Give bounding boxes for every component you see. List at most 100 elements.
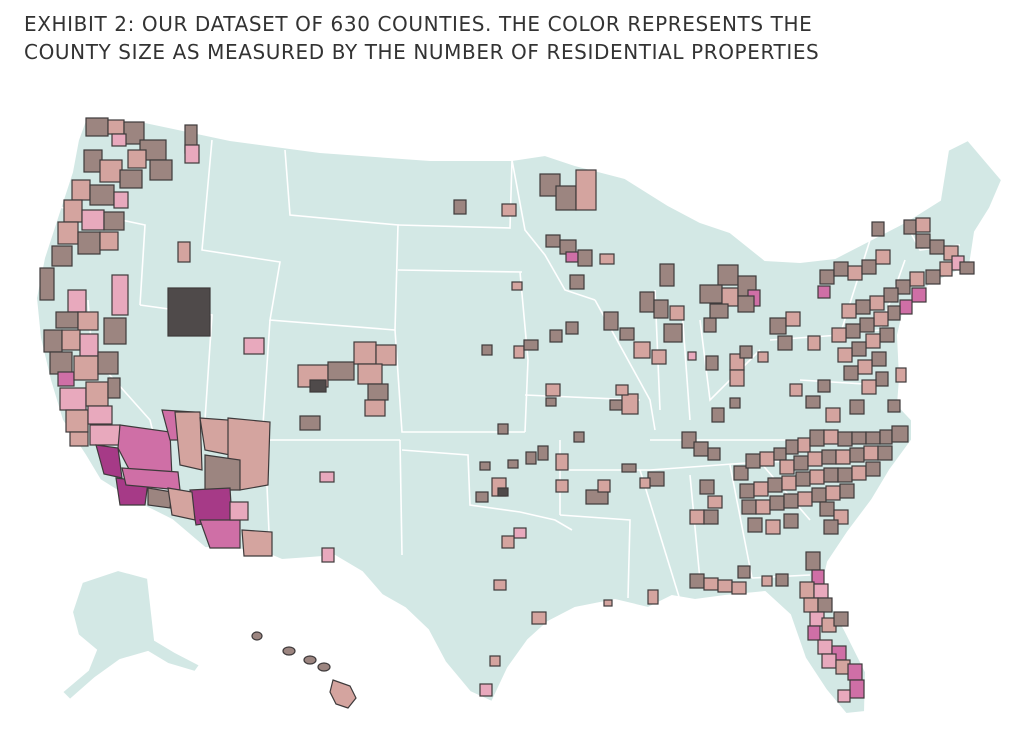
- county-shape: [705, 355, 719, 371]
- county-shape: [869, 295, 885, 311]
- county-shape: [651, 349, 667, 365]
- county-shape: [69, 431, 89, 447]
- county-shape: [229, 501, 249, 521]
- county-shape: [77, 311, 99, 331]
- county-shape: [809, 429, 825, 447]
- county-shape: [167, 487, 196, 521]
- county-shape: [855, 299, 871, 315]
- county-shape: [797, 491, 813, 507]
- county-shape: [375, 344, 397, 366]
- county-shape: [599, 253, 615, 265]
- county-shape: [319, 471, 335, 483]
- county-shape: [739, 483, 755, 499]
- county-shape: [745, 453, 761, 469]
- county-shape: [364, 399, 386, 417]
- county-shape: [847, 663, 863, 681]
- county-shape: [879, 327, 895, 343]
- county-shape: [839, 483, 855, 499]
- county-shape: [87, 405, 113, 425]
- county-shape: [77, 231, 101, 255]
- county-shape: [511, 281, 523, 291]
- county-shape: [833, 261, 849, 277]
- county-shape: [149, 159, 173, 181]
- county-shape: [709, 303, 729, 319]
- county-shape: [915, 233, 931, 249]
- county-shape: [737, 295, 755, 313]
- county-shape: [85, 381, 109, 407]
- county-shape: [817, 639, 833, 655]
- county-shape: [805, 395, 821, 409]
- county-shape: [789, 383, 803, 397]
- county-shape: [479, 461, 491, 471]
- county-shape: [821, 653, 837, 669]
- county-shape: [95, 444, 123, 479]
- county-shape: [773, 447, 787, 461]
- county-shape: [849, 679, 865, 699]
- county-shape: [73, 355, 99, 381]
- county-shape: [859, 317, 875, 333]
- county-shape: [669, 305, 685, 321]
- county-shape: [717, 579, 733, 593]
- county-shape: [939, 261, 953, 277]
- title-line-2: COUNTY SIZE AS MEASURED BY THE NUMBER OF…: [24, 40, 820, 64]
- county-shape: [453, 199, 467, 215]
- county-shape: [167, 287, 211, 337]
- county-shape: [475, 491, 489, 503]
- county-shape: [835, 449, 851, 465]
- county-shape: [107, 119, 125, 135]
- county-shape: [353, 341, 377, 365]
- county-shape: [663, 323, 683, 343]
- contiguous-us-landmass: [34, 116, 1004, 716]
- county-shape: [537, 445, 549, 461]
- county-shape: [849, 447, 865, 463]
- county-shape: [811, 487, 827, 503]
- county-shape: [817, 597, 833, 613]
- county-shape: [63, 199, 83, 223]
- county-shape: [843, 365, 859, 381]
- county-shape: [204, 454, 241, 491]
- county-shape: [609, 399, 623, 411]
- county-shape: [703, 577, 719, 591]
- county-shape: [909, 271, 925, 287]
- county-shape: [309, 379, 327, 393]
- hawaii-islands: [251, 631, 357, 709]
- county-shape: [357, 363, 383, 385]
- county-shape: [174, 411, 203, 471]
- county-shape: [817, 379, 831, 393]
- county-shape: [59, 387, 87, 411]
- county-shape: [89, 184, 115, 206]
- county-shape: [865, 461, 881, 477]
- county-shape: [573, 431, 585, 443]
- county-shape: [61, 329, 81, 351]
- county-shape: [703, 509, 719, 525]
- county-shape: [71, 179, 91, 201]
- county-shape: [327, 361, 355, 381]
- county-shape: [783, 513, 799, 529]
- county-shape: [845, 323, 861, 339]
- county-shape: [875, 249, 891, 265]
- county-shape: [113, 191, 129, 209]
- county-shape: [711, 407, 725, 423]
- county-shape: [761, 575, 773, 587]
- county-shape: [865, 333, 881, 349]
- county-shape: [799, 581, 815, 599]
- county-shape: [51, 245, 73, 267]
- county-shape: [825, 485, 841, 501]
- county-shape: [707, 495, 723, 509]
- county-shape: [199, 519, 241, 549]
- county-shape: [539, 173, 561, 197]
- county-shape: [731, 581, 747, 595]
- county-shape: [837, 347, 853, 363]
- county-shape: [817, 285, 831, 299]
- county-shape: [769, 495, 785, 511]
- county-shape: [821, 449, 837, 465]
- county-shape: [199, 417, 231, 456]
- county-shape: [525, 451, 537, 465]
- county-shape: [639, 291, 655, 313]
- county-shape: [899, 299, 913, 315]
- county-shape: [871, 351, 887, 367]
- county-shape: [55, 311, 79, 329]
- county-shape: [689, 573, 705, 589]
- county-shape: [545, 383, 561, 397]
- county-shape: [653, 299, 669, 319]
